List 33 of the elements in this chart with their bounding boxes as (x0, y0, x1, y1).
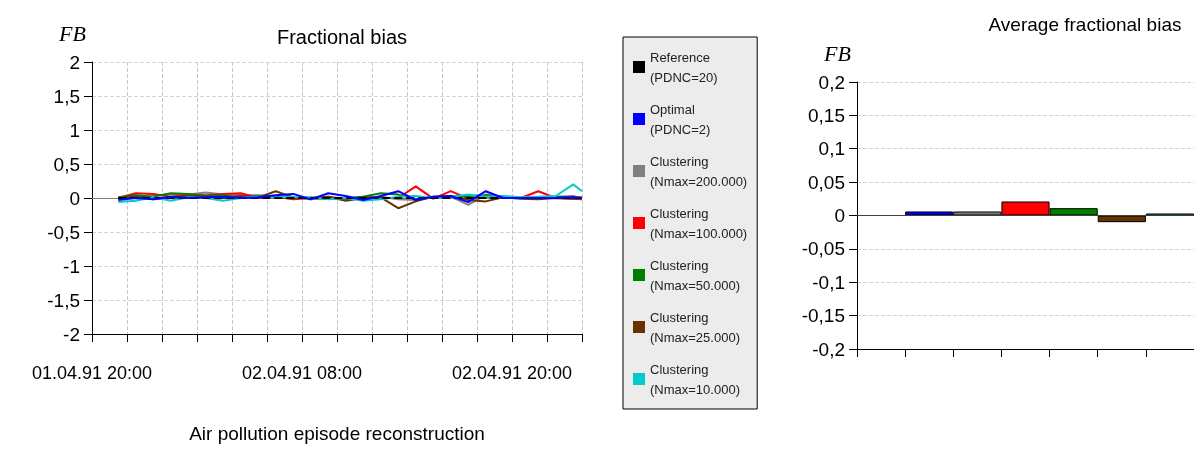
y-tick-label: -0,1 (812, 271, 845, 293)
y-axis-title: FB (58, 20, 86, 46)
legend-label: Clustering (Nmax=200.000) (650, 153, 748, 189)
y-tick-label: -0,5 (47, 221, 80, 243)
y-tick-label: 1 (69, 119, 80, 141)
y-tick-label: -1 (63, 255, 80, 277)
y-tick-label: 0,05 (808, 171, 845, 193)
y-tick-label: 0,15 (808, 104, 845, 126)
legend-label: Clustering (Nmax=50.000) (650, 257, 740, 293)
legend-label: Reference (PDNC=20) (650, 49, 718, 85)
x-tick-label: 01.04.91 20:00 (31, 363, 153, 383)
x-axis-title: Air pollution episode reconstruction (189, 423, 485, 444)
y-tick-label: -0,15 (801, 305, 845, 327)
y-tick-label: 0 (69, 187, 80, 209)
y-tick-label: 0,2 (818, 71, 845, 93)
legend-label: Clustering (Nmax=10.000) (650, 361, 740, 397)
chart-title: Average fractional bias (988, 14, 1182, 35)
legend-label: Optimal (PDNC=2) (650, 101, 711, 137)
y-tick-label: 1,5 (53, 85, 80, 107)
x-tick-label: 02.04.91 20:00 (451, 363, 573, 383)
legend-label: Clustering (Nmax=100.000) (650, 205, 748, 241)
legend-label: Clustering (Nmax=25.000) (650, 309, 740, 345)
y-tick-label: -0,05 (801, 238, 845, 260)
y-tick-label: 0 (834, 205, 845, 226)
y-tick-label: 0,1 (818, 138, 845, 160)
y-tick-label: 2 (69, 51, 80, 73)
y-tick-label: -0,2 (812, 338, 845, 360)
y-axis-title: FB (823, 40, 851, 66)
y-tick-label: -2 (63, 323, 80, 345)
y-tick-label: 0,5 (53, 153, 80, 175)
y-tick-label: -1,5 (47, 289, 80, 311)
chart-title: Fractional bias (276, 26, 408, 48)
x-tick-label: 02.04.91 08:00 (241, 363, 363, 383)
